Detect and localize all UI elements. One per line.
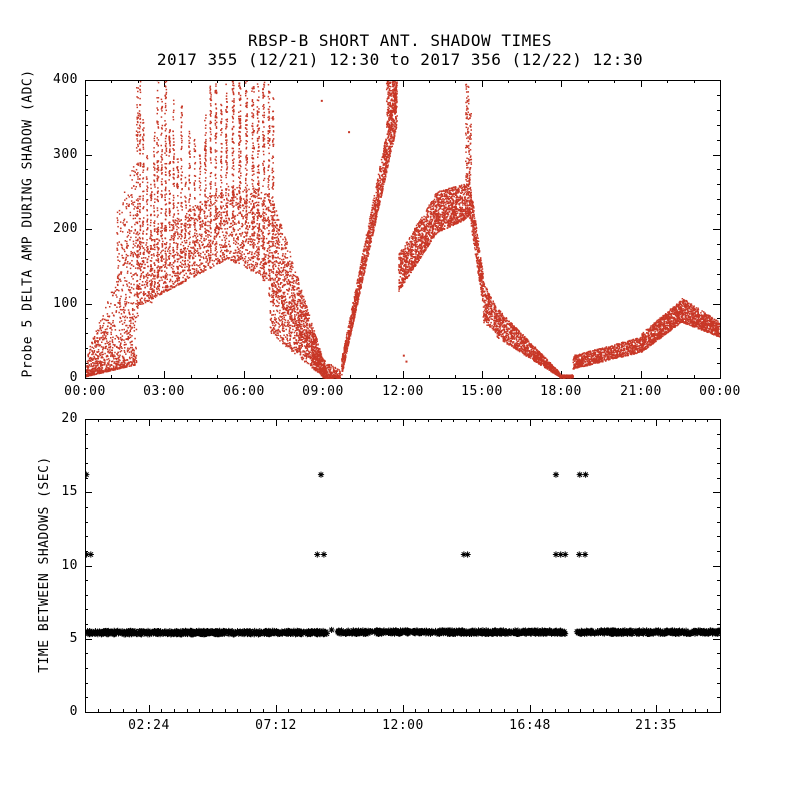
y-tick-label: 100	[53, 296, 78, 311]
x-tick-label: 15:00	[461, 384, 503, 399]
chart-subtitle: 2017 355 (12/21) 12:30 to 2017 356 (12/2…	[156, 50, 644, 69]
x-tick-label: 21:00	[620, 384, 662, 399]
y-tick-label: 0	[69, 704, 78, 719]
x-tick-label: 07:12	[255, 718, 297, 733]
x-tick-label: 16:48	[509, 718, 551, 733]
x-tick-label: 12:00	[382, 384, 424, 399]
x-tick-label: 02:24	[128, 718, 170, 733]
x-tick-label: 06:00	[223, 384, 265, 399]
y-tick-label: 200	[53, 221, 78, 236]
x-tick-label: 00:00	[64, 384, 106, 399]
y-tick-label: 10	[61, 558, 78, 573]
y-tick-label: 20	[61, 411, 78, 426]
y-tick-label: 0	[69, 370, 78, 385]
x-tick-label: 18:00	[540, 384, 582, 399]
y-tick-label: 400	[53, 72, 78, 87]
chart-title: RBSP-B SHORT ANT. SHADOW TIMES	[248, 31, 552, 50]
x-tick-label: 12:00	[382, 718, 424, 733]
x-tick-label: 03:00	[143, 384, 185, 399]
x-tick-label: 00:00	[699, 384, 741, 399]
y-tick-label: 300	[53, 147, 78, 162]
x-tick-label: 21:35	[635, 718, 677, 733]
y-tick-label: 5	[69, 631, 78, 646]
y-tick-label: 15	[61, 484, 78, 499]
x-tick-label: 09:00	[302, 384, 344, 399]
